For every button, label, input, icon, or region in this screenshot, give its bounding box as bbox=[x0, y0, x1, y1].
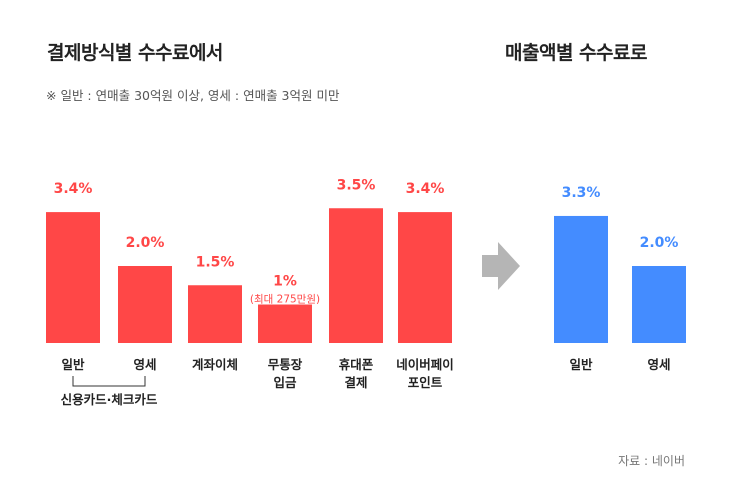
value-label-0-3: 1% bbox=[273, 274, 297, 290]
bar-0-5 bbox=[398, 212, 452, 343]
value-label-0-0: 3.4% bbox=[54, 181, 93, 197]
left-chart-title: 결제방식별 수수료에서 bbox=[47, 42, 223, 64]
arrow-right-icon bbox=[482, 242, 520, 290]
footnote: ※ 일반 : 연매출 30억원 이상, 영세 : 연매출 3억원 미만 bbox=[46, 88, 340, 103]
category-label-0-4: 결제 bbox=[344, 375, 367, 390]
category-label-1-1: 영세 bbox=[647, 357, 670, 372]
bar-0-0 bbox=[46, 212, 100, 343]
category-label-0-1: 영세 bbox=[133, 357, 156, 372]
category-label-0-3: 입금 bbox=[273, 375, 297, 390]
category-label-0-0: 일반 bbox=[61, 357, 85, 372]
bar-annotation: (최대 275만원) bbox=[250, 294, 320, 306]
bar-0-3 bbox=[258, 304, 312, 343]
group-label: 신용카드·체크카드 bbox=[61, 392, 158, 407]
bar-1-1 bbox=[632, 266, 686, 343]
value-label-0-2: 1.5% bbox=[196, 254, 235, 270]
value-label-0-5: 3.4% bbox=[406, 181, 445, 197]
category-label-1-0: 일반 bbox=[569, 357, 593, 372]
value-label-0-1: 2.0% bbox=[126, 235, 165, 251]
value-label-0-4: 3.5% bbox=[337, 177, 376, 193]
source-label: 자료 : 네이버 bbox=[618, 454, 685, 468]
category-label-0-4: 휴대폰 bbox=[339, 357, 374, 372]
group-bracket bbox=[72, 376, 146, 387]
category-label-0-2: 계좌이체 bbox=[192, 357, 238, 372]
bar-0-2 bbox=[188, 285, 242, 343]
bar-0-1 bbox=[118, 266, 172, 343]
value-label-1-0: 3.3% bbox=[562, 185, 601, 201]
bar-1-0 bbox=[554, 215, 608, 343]
bar-0-4 bbox=[329, 208, 383, 343]
category-label-0-5: 네이버페이 bbox=[396, 357, 454, 372]
right-chart-title: 매출액별 수수료로 bbox=[505, 42, 647, 64]
category-label-0-5: 포인트 bbox=[408, 375, 443, 390]
category-label-0-3: 무통장 bbox=[268, 357, 303, 372]
value-label-1-1: 2.0% bbox=[640, 235, 679, 251]
